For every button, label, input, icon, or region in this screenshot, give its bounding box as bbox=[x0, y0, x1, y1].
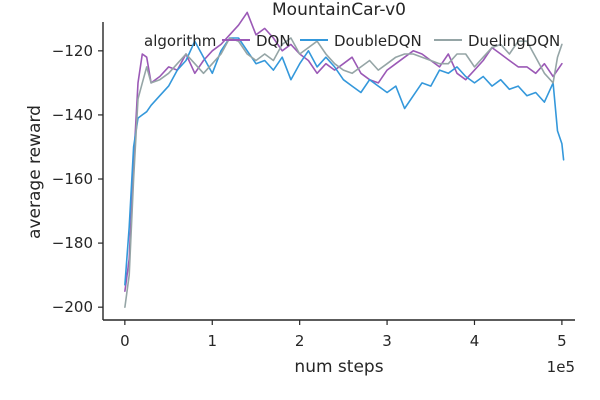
x-axis-scale-label: 1e5 bbox=[547, 358, 575, 376]
y-tick-label: −120 bbox=[52, 42, 93, 60]
x-axis-ticks: 0 1 2 3 4 5 bbox=[120, 320, 567, 350]
legend-label-doubledqn: DoubleDQN bbox=[334, 32, 422, 50]
chart-title: MountainCar-v0 bbox=[272, 0, 406, 20]
legend: algorithm DQN DoubleDQN DuelingDQN bbox=[144, 32, 560, 50]
x-tick-label: 5 bbox=[557, 332, 567, 350]
y-axis-label: average reward bbox=[25, 105, 45, 239]
x-tick-label: 0 bbox=[120, 332, 130, 350]
series-line-duelingdqn bbox=[124, 37, 563, 309]
x-axis-label: num steps bbox=[294, 357, 383, 377]
legend-title: algorithm bbox=[144, 32, 216, 50]
series-line-dqn bbox=[124, 11, 563, 293]
x-tick-label: 3 bbox=[382, 332, 392, 350]
legend-label-dqn: DQN bbox=[256, 32, 291, 50]
y-tick-label: −200 bbox=[52, 298, 93, 316]
series-lines bbox=[124, 11, 565, 309]
legend-label-duelingdqn: DuelingDQN bbox=[468, 32, 560, 50]
x-tick-label: 2 bbox=[295, 332, 305, 350]
series-line-doubledqn bbox=[124, 37, 565, 286]
x-tick-label: 4 bbox=[470, 332, 480, 350]
x-tick-label: 1 bbox=[207, 332, 217, 350]
y-tick-label: −180 bbox=[52, 234, 93, 252]
y-tick-label: −160 bbox=[52, 170, 93, 188]
y-axis-ticks: −200 −180 −160 −140 −120 bbox=[52, 42, 103, 316]
y-tick-label: −140 bbox=[52, 106, 93, 124]
